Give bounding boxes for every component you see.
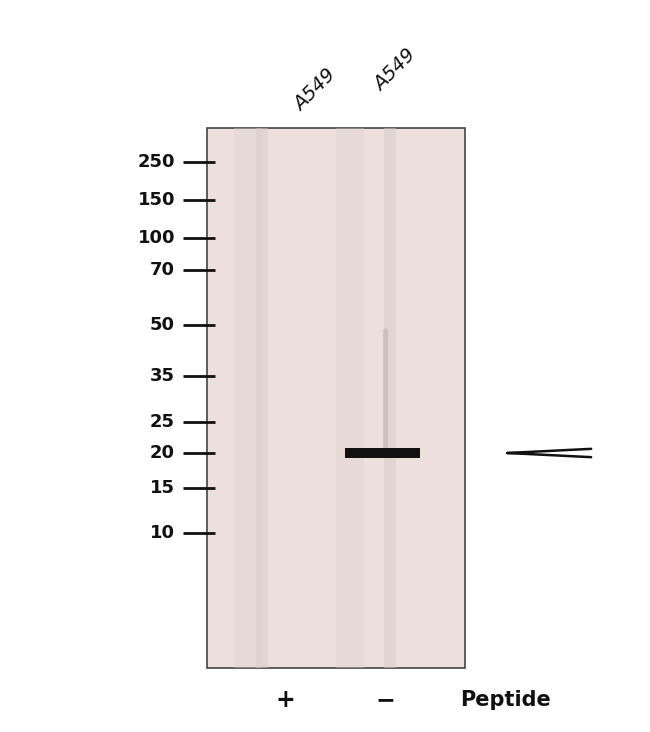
Text: 50: 50 xyxy=(150,316,175,334)
Text: 20: 20 xyxy=(150,444,175,462)
Text: 150: 150 xyxy=(138,191,175,209)
Text: A549: A549 xyxy=(370,46,419,95)
Text: 15: 15 xyxy=(150,479,175,497)
Text: Peptide: Peptide xyxy=(460,690,551,710)
Bar xyxy=(345,448,420,458)
Text: 250: 250 xyxy=(138,153,175,171)
Text: +: + xyxy=(275,688,295,712)
Bar xyxy=(336,128,364,668)
Text: 70: 70 xyxy=(150,261,175,279)
Bar xyxy=(207,128,465,668)
Text: 100: 100 xyxy=(138,229,175,247)
Text: A549: A549 xyxy=(290,66,339,115)
Bar xyxy=(384,128,396,668)
Text: 25: 25 xyxy=(150,413,175,431)
Text: −: − xyxy=(375,688,395,712)
Bar xyxy=(234,128,262,668)
Bar xyxy=(256,128,268,668)
Text: 35: 35 xyxy=(150,367,175,385)
Text: 10: 10 xyxy=(150,524,175,542)
